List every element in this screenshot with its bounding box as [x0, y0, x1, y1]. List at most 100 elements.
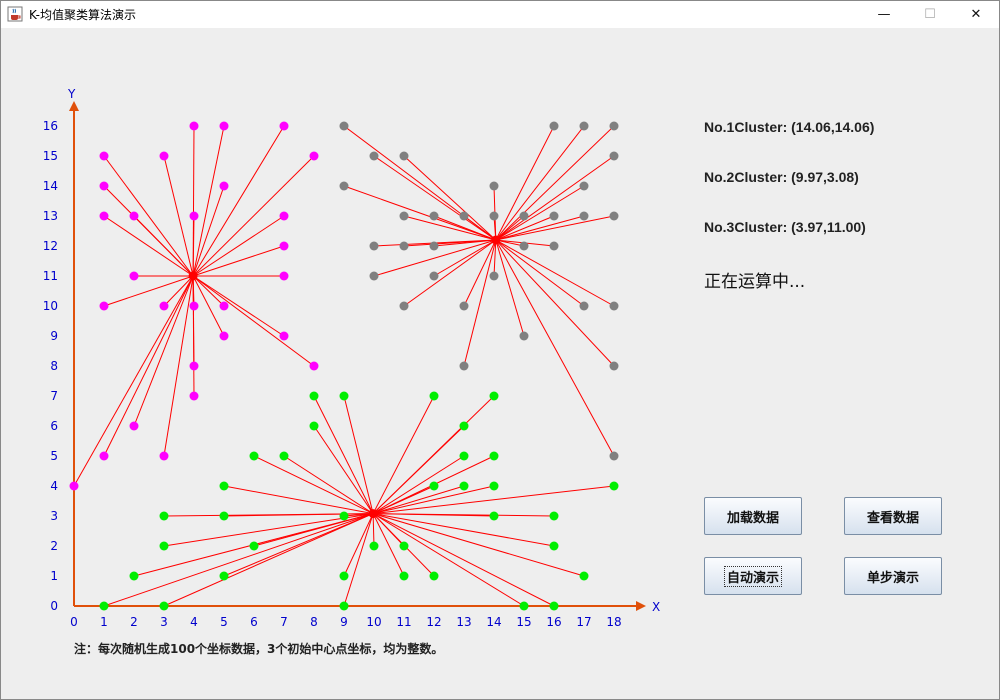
data-point: [519, 241, 529, 251]
cluster-link-line: [493, 239, 497, 277]
cluster-link-line: [103, 275, 194, 457]
cluster-link-line: [463, 215, 497, 241]
cluster-link-line: [372, 485, 465, 515]
maximize-button[interactable]: ☐: [924, 7, 936, 22]
cluster-link-line: [223, 513, 374, 577]
cluster-link-line: [372, 513, 405, 577]
data-point: [99, 601, 109, 611]
data-point: [429, 481, 439, 491]
data-point: [219, 181, 229, 191]
data-point: [279, 331, 289, 341]
cluster-link-line: [192, 125, 285, 277]
cluster-link-line: [163, 155, 194, 277]
x-tick-label: 5: [220, 615, 228, 629]
cluster-link-line: [495, 215, 555, 241]
data-point: [339, 121, 349, 131]
data-point: [489, 271, 499, 281]
data-point: [549, 241, 559, 251]
load-data-button[interactable]: 加载数据: [704, 497, 802, 535]
data-point: [309, 151, 319, 161]
cluster-link-line: [495, 239, 525, 247]
cluster-link-line: [283, 455, 374, 515]
data-point: [609, 121, 619, 131]
data-point: [189, 361, 199, 371]
step-demo-button[interactable]: 单步演示: [844, 557, 942, 595]
data-point: [159, 451, 169, 461]
cluster-link-line: [103, 275, 194, 307]
data-point: [459, 451, 469, 461]
data-point: [369, 241, 379, 251]
data-point: [309, 421, 319, 431]
footnote: 注：每次随机生成100个坐标数据，3个初始中心点坐标，均为整数。: [74, 642, 444, 656]
cluster-link-line: [343, 513, 374, 577]
close-button[interactable]: ✕: [970, 7, 982, 22]
data-point: [459, 361, 469, 371]
data-point: [609, 301, 619, 311]
data-point: [159, 541, 169, 551]
status-text: 正在运算中...: [704, 272, 806, 292]
cluster-link-line: [372, 485, 435, 515]
cluster-link-line: [373, 513, 555, 517]
data-point: [279, 121, 289, 131]
data-point: [219, 301, 229, 311]
y-tick-label: 3: [50, 509, 58, 523]
cluster-link-line: [373, 239, 496, 277]
data-point: [339, 391, 349, 401]
data-point: [339, 571, 349, 581]
y-tick-label: 10: [43, 299, 58, 313]
data-point: [519, 331, 529, 341]
view-data-button[interactable]: 查看数据: [844, 497, 942, 535]
cluster-link-line: [313, 395, 374, 514]
data-point: [339, 511, 349, 521]
cluster-link-line: [163, 513, 374, 607]
x-tick-label: 9: [340, 615, 348, 629]
data-point: [159, 511, 169, 521]
data-point: [459, 211, 469, 221]
cluster-link-line: [433, 215, 496, 241]
data-point: [249, 541, 259, 551]
minimize-button[interactable]: —: [877, 7, 891, 22]
data-point: [579, 211, 589, 221]
auto-demo-label: 自动演示: [723, 565, 783, 587]
data-point: [459, 421, 469, 431]
data-point: [129, 271, 139, 281]
cluster-link-line: [495, 239, 615, 457]
cluster-link-line: [495, 125, 585, 241]
data-point: [579, 181, 589, 191]
cluster-link-line: [495, 239, 585, 307]
x-tick-label: 0: [70, 615, 78, 629]
y-tick-label: 15: [43, 149, 58, 163]
cluster-link-line: [433, 239, 496, 247]
java-cup-icon: [7, 6, 23, 22]
cluster-link-line: [192, 275, 225, 307]
data-point: [69, 481, 79, 491]
x-tick-label: 3: [160, 615, 168, 629]
data-point: [519, 601, 529, 611]
data-point: [579, 301, 589, 311]
load-data-label: 加载数据: [726, 510, 779, 526]
y-tick-label: 5: [50, 449, 58, 463]
cluster-center-3: [188, 271, 198, 281]
y-axis-arrow: [69, 101, 79, 111]
data-point: [339, 181, 349, 191]
cluster-link-line: [192, 275, 195, 397]
auto-demo-button[interactable]: 自动演示: [704, 557, 802, 595]
cluster-link-line: [403, 155, 497, 241]
cluster-link-line: [372, 513, 375, 547]
x-tick-label: 1: [100, 615, 108, 629]
data-point: [189, 211, 199, 221]
y-tick-label: 16: [43, 119, 58, 133]
cluster-link-line: [192, 215, 195, 277]
scatter-chart: XY0 1 2 3 4 5 6 7 8 9 10 11 12 13 14 15 16 17 180123456789…: [43, 87, 661, 629]
cluster-3-label: No.3Cluster: (3.97,11.00): [704, 219, 866, 235]
cluster-1-label: No.1Cluster: (14.06,14.06): [704, 119, 875, 135]
cluster-link-line: [495, 125, 615, 241]
y-tick-label: 12: [43, 239, 58, 253]
cluster-link-line: [343, 185, 496, 241]
x-tick-label: 16: [546, 615, 561, 629]
data-point: [339, 601, 349, 611]
data-point: [369, 541, 379, 551]
cluster-link-line: [192, 155, 315, 277]
data-point: [399, 151, 409, 161]
